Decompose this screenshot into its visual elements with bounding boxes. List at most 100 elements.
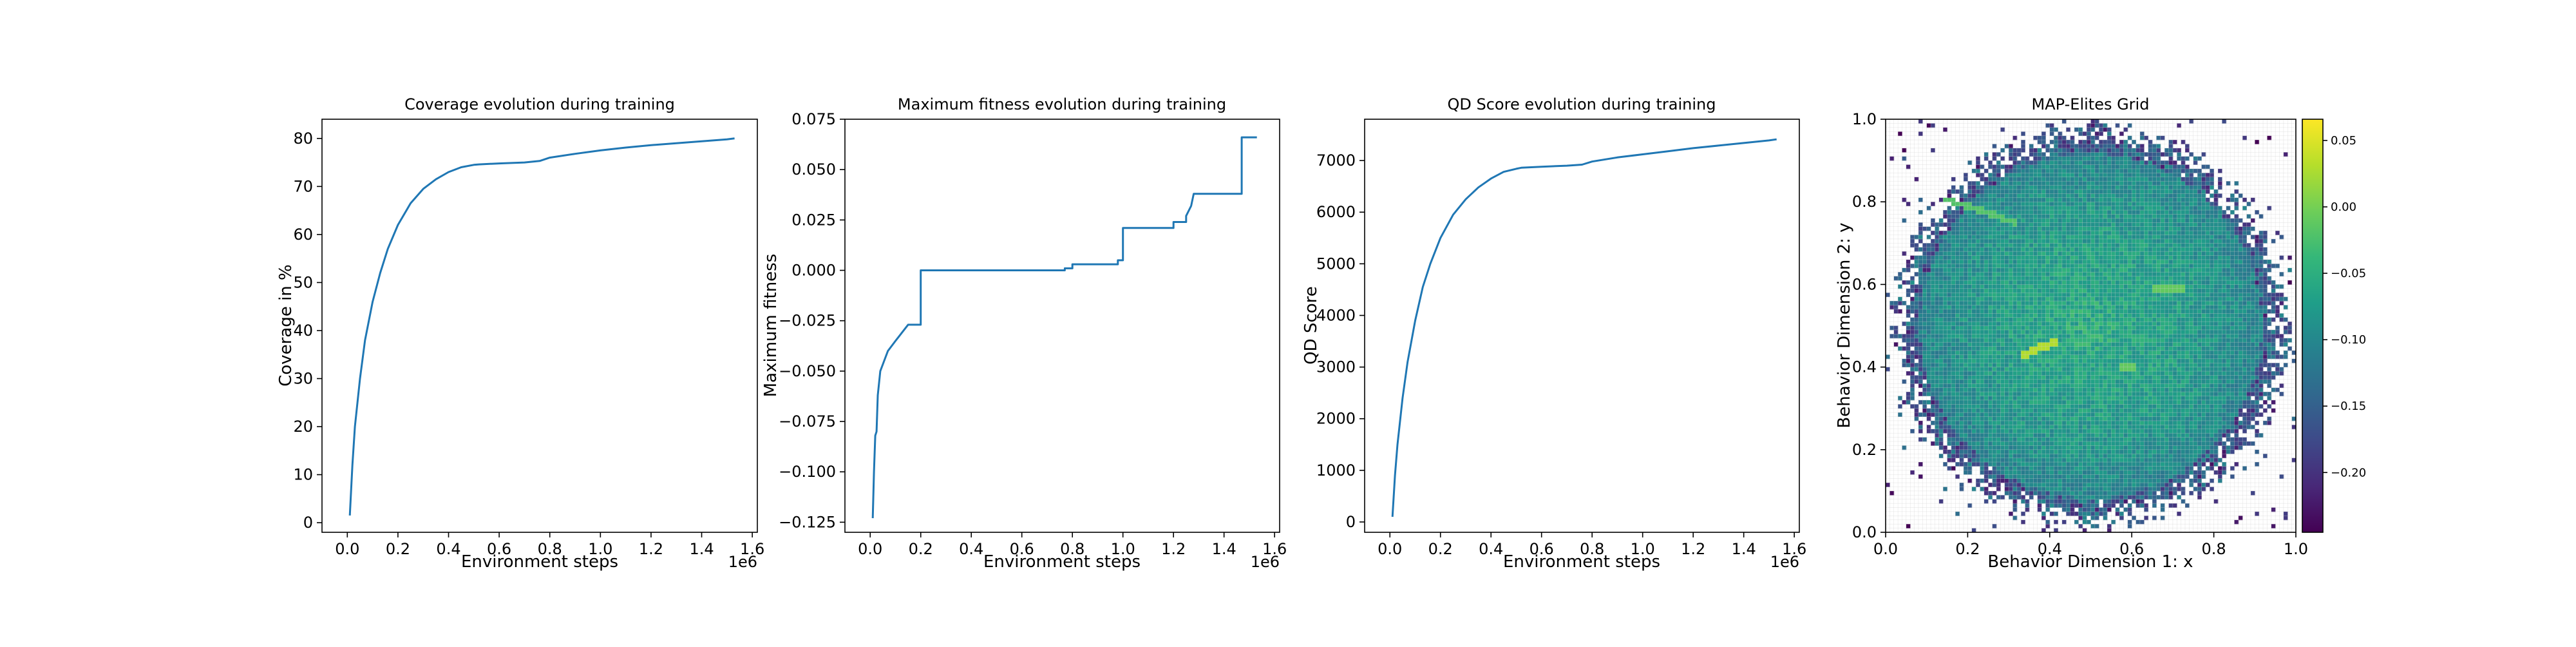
map-elites-cell bbox=[2156, 334, 2161, 338]
map-elites-cell bbox=[2128, 354, 2132, 359]
map-elites-cell bbox=[2111, 354, 2116, 359]
map-elites-cell bbox=[2078, 326, 2083, 331]
map-elites-cell bbox=[2074, 301, 2079, 305]
map-elites-cell bbox=[2116, 445, 2120, 450]
map-elites-cell bbox=[1922, 330, 1927, 334]
map-elites-cell bbox=[1943, 297, 1947, 302]
map-elites-cell bbox=[2181, 388, 2186, 392]
map-elites-cell bbox=[1955, 512, 1960, 516]
map-elites-cell bbox=[1996, 409, 2001, 413]
map-elites-cell bbox=[2033, 289, 2038, 293]
map-elites-cell bbox=[1988, 318, 1993, 322]
map-elites-cell bbox=[2239, 404, 2243, 409]
map-elites-cell bbox=[2239, 351, 2243, 355]
map-elites-cell bbox=[2099, 400, 2103, 405]
map-elites-cell bbox=[2103, 383, 2108, 388]
max-fitness-chart-title: Maximum fitness evolution during trainin… bbox=[898, 95, 1226, 113]
map-elites-cell bbox=[2000, 462, 2005, 467]
map-elites-cell bbox=[2062, 458, 2067, 463]
map-elites-cell bbox=[2066, 479, 2070, 483]
map-elites-cell bbox=[2255, 280, 2259, 285]
map-elites-cell bbox=[2161, 433, 2165, 438]
map-elites-cell bbox=[1939, 404, 1944, 409]
map-elites-cell bbox=[2214, 268, 2219, 273]
map-elites-cell bbox=[2116, 276, 2120, 281]
map-elites-cell bbox=[2074, 276, 2079, 281]
map-elites-cell bbox=[2012, 425, 2017, 429]
map-elites-cell bbox=[2271, 524, 2276, 528]
map-elites-cell bbox=[2009, 417, 2013, 421]
map-elites-cell bbox=[2164, 284, 2169, 289]
map-elites-cell bbox=[2193, 450, 2198, 454]
map-elites-cell bbox=[2038, 454, 2042, 458]
map-elites-cell bbox=[2230, 330, 2235, 334]
map-elites-cell bbox=[2164, 354, 2169, 359]
map-elites-cell bbox=[2222, 293, 2226, 297]
map-elites-cell bbox=[2038, 462, 2042, 467]
map-elites-cell bbox=[1943, 276, 1947, 281]
map-elites-cell bbox=[2193, 462, 2198, 467]
map-elites-cell bbox=[2242, 412, 2247, 417]
map-elites-cell bbox=[2000, 347, 2005, 351]
map-elites-cell bbox=[2099, 388, 2103, 392]
map-elites-cell bbox=[1922, 412, 1927, 417]
map-elites-cell bbox=[2123, 487, 2128, 491]
map-elites-cell bbox=[2025, 474, 2030, 479]
map-elites-cell bbox=[1939, 272, 1944, 276]
map-elites-cell bbox=[2222, 284, 2226, 289]
map-elites-cell bbox=[2091, 466, 2096, 470]
map-elites-cell bbox=[2021, 347, 2025, 351]
map-elites-cell bbox=[2119, 499, 2124, 504]
map-elites-cell bbox=[2181, 466, 2186, 470]
map-elites-cell bbox=[2177, 375, 2181, 380]
map-elites-cell bbox=[1980, 470, 1985, 475]
map-elites-cell bbox=[2074, 441, 2079, 446]
map-elites-cell bbox=[2123, 351, 2128, 355]
map-elites-cell bbox=[2193, 309, 2198, 314]
map-elites-cell bbox=[2070, 409, 2075, 413]
map-elites-cell bbox=[2070, 363, 2075, 367]
map-elites-cell bbox=[2271, 284, 2276, 289]
map-elites-cell bbox=[2111, 388, 2116, 392]
map-elites-cell bbox=[2045, 260, 2050, 264]
map-elites-cell bbox=[1922, 268, 1927, 273]
map-elites-cell bbox=[2132, 479, 2136, 483]
map-elites-cell bbox=[2111, 359, 2116, 363]
map-elites-cell bbox=[1915, 301, 1919, 305]
map-elites-cell bbox=[1988, 396, 1993, 400]
map-elites-cell bbox=[2066, 359, 2070, 363]
map-elites-cell bbox=[2173, 425, 2177, 429]
map-elites-cell bbox=[2078, 474, 2083, 479]
map-elites-cell bbox=[2181, 412, 2186, 417]
map-elites-cell bbox=[2144, 380, 2148, 384]
map-elites-cell bbox=[2103, 400, 2108, 405]
map-elites-cell bbox=[2284, 363, 2288, 367]
map-elites-cell bbox=[2230, 367, 2235, 372]
map-elites-cell bbox=[2041, 268, 2046, 273]
map-elites-cell bbox=[2123, 322, 2128, 326]
map-elites-cell bbox=[2156, 409, 2161, 413]
map-elites-cell bbox=[1984, 474, 1989, 479]
map-elites-cell bbox=[1898, 284, 1902, 289]
map-elites-cell bbox=[2185, 388, 2190, 392]
map-elites-cell bbox=[1931, 429, 1935, 434]
map-elites-cell bbox=[2242, 322, 2247, 326]
map-elites-cell bbox=[2041, 450, 2046, 454]
map-elites-cell bbox=[2218, 293, 2222, 297]
map-elites-cell bbox=[2148, 479, 2153, 483]
map-elites-cell bbox=[2230, 326, 2235, 331]
map-elites-cell bbox=[2095, 354, 2099, 359]
map-elites-cell bbox=[1996, 284, 2001, 289]
map-elites-cell bbox=[2218, 289, 2222, 293]
map-elites-cell bbox=[2177, 284, 2181, 289]
map-elites-cell bbox=[2148, 425, 2153, 429]
map-elites-cell bbox=[2181, 363, 2186, 367]
map-elites-cell bbox=[2161, 371, 2165, 376]
map-elites-cell bbox=[2038, 417, 2042, 421]
map-elites-cell bbox=[2259, 305, 2264, 309]
map-elites-cell bbox=[1927, 338, 1931, 343]
map-elites-cell bbox=[2284, 512, 2288, 516]
map-elites-cell bbox=[2107, 388, 2112, 392]
map-elites-cell bbox=[1967, 458, 1972, 463]
